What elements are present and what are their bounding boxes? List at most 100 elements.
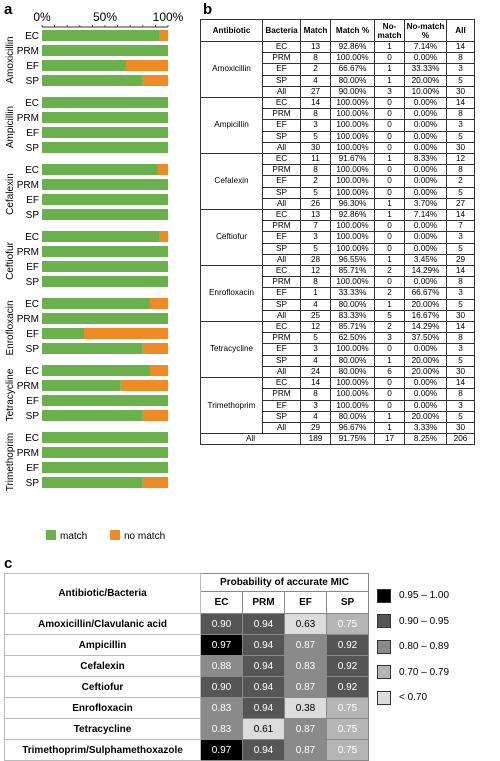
table-cell: EC: [262, 209, 301, 222]
table-cell: PRM: [262, 220, 301, 233]
table-cell: 96.67%: [330, 421, 375, 435]
table-cell: 5: [300, 186, 331, 199]
value-cell: 0.87: [284, 718, 327, 740]
legend-match-swatch: [46, 530, 56, 540]
table-cell: 8: [446, 276, 475, 289]
bar-no-match: [149, 365, 168, 376]
table-cell: EF: [262, 343, 301, 356]
panel-label-b: b: [203, 1, 213, 18]
table-cell: 0: [374, 141, 405, 155]
table-cell: 189: [300, 433, 331, 446]
table-cell: 3.70%: [404, 197, 447, 211]
table-cell: EF: [262, 63, 301, 76]
bar-label: EC: [25, 98, 39, 109]
table-cell: 3: [446, 119, 475, 132]
bar-label: SP: [26, 411, 40, 422]
value-cell: 0.83: [200, 718, 243, 740]
value-cell: 0.87: [284, 739, 327, 761]
value-cell: 0.75: [326, 739, 369, 761]
value-cell: 0.94: [242, 613, 285, 635]
table-row: PRM 8 100.00% 0 0.00% 8: [201, 52, 475, 65]
table-cell: 2: [300, 175, 331, 188]
table-cell: 1: [374, 74, 405, 87]
value-cell: 0.97: [200, 634, 243, 656]
antibiotic-label: Amoxicillin: [5, 36, 16, 83]
table-cell: 96.55%: [330, 253, 375, 267]
table-row: Tetracycline 0.83 0.61 0.87 0.75: [4, 718, 369, 740]
table-cell: 3: [374, 332, 405, 345]
table-cell: 3.45%: [404, 253, 447, 267]
legend-match-label: match: [60, 531, 87, 542]
table-cell: 0.00%: [404, 377, 447, 390]
table-cell: All: [262, 309, 301, 323]
column-header: SP: [326, 591, 369, 614]
table-cell: 1: [374, 298, 405, 311]
antibiotic-cell: Cefalexin: [200, 153, 263, 211]
table-cell: 14.29%: [404, 321, 447, 334]
table-cell: 91.67%: [330, 153, 375, 166]
bar-label: EC: [25, 366, 39, 377]
table-cell: PRM: [262, 52, 301, 65]
table-cell: 20.00%: [404, 410, 447, 423]
table-row: Cefalexin EC 11 91.67% 1 8.33% 12: [200, 153, 475, 211]
table-row: EF 1 33.33% 2 66.67% 3: [201, 287, 475, 300]
bar-label: SP: [26, 143, 40, 154]
table-cell: 100.00%: [330, 231, 375, 244]
table-cell: 10.00%: [404, 85, 447, 99]
table-cell: 100.00%: [330, 388, 375, 401]
table-row: Cefalexin 0.88 0.94 0.83 0.92: [4, 655, 369, 677]
bar-label: PRM: [17, 46, 39, 57]
column-header: EF: [284, 591, 327, 614]
table-cell: 2: [446, 175, 475, 188]
table-cell: 30: [446, 85, 475, 99]
table-b-header: All: [446, 19, 475, 42]
table-cell: 0.00%: [404, 141, 447, 155]
table-cell: 20.00%: [404, 365, 447, 379]
table-cell: SP: [262, 354, 301, 367]
table-cell: 0.00%: [404, 97, 447, 110]
table-cell: 30: [446, 309, 475, 323]
table-row: EF 3 100.00% 0 0.00% 3: [201, 231, 475, 244]
table-cell: 14: [300, 97, 331, 110]
table-cell: 100.00%: [330, 276, 375, 289]
table-cell: 20.00%: [404, 354, 447, 367]
x-tick-label: 0%: [33, 10, 51, 24]
table-cell: 8: [300, 52, 331, 65]
table-cell: 8: [446, 164, 475, 177]
bar-label: EF: [26, 61, 39, 72]
legend-label: 0.80 – 0.89: [399, 641, 450, 653]
table-cell: 30: [446, 141, 475, 155]
table-cell: EC: [262, 377, 301, 390]
table-cell: 80.00%: [330, 298, 375, 311]
legend-swatch: [377, 665, 391, 680]
table-cell: 4: [300, 410, 331, 423]
table-cell: 3: [446, 343, 475, 356]
table-cell: 0: [374, 97, 405, 110]
table-cell: EF: [262, 231, 301, 244]
row-name: Tetracycline: [4, 718, 201, 740]
bar-no-match: [142, 343, 168, 354]
table-cell: 7.14%: [404, 209, 447, 222]
legend-swatch: [377, 588, 391, 603]
value-cell: 0.90: [200, 676, 243, 698]
antibiotic-cell: Tetracycline: [200, 321, 263, 379]
legend-item: < 0.70: [377, 685, 449, 711]
table-cell: 0.00%: [404, 242, 447, 255]
table-row: Ampicillin EC 14 100.00% 0 0.00% 14: [200, 97, 475, 155]
table-cell: 100.00%: [330, 108, 375, 121]
bar-match: [42, 142, 168, 153]
total-row: All 189 91.75% 17 8.25% 206: [200, 433, 475, 446]
panel-label-a: a: [4, 1, 13, 18]
table-cell: All: [262, 85, 301, 99]
table-row: SP 4 80.00% 1 20.00% 5: [201, 410, 475, 423]
bar-match: [42, 313, 168, 324]
legend-item: 0.70 – 0.79: [377, 660, 449, 686]
table-cell: 206: [446, 433, 475, 446]
bar-label: EF: [26, 262, 39, 273]
value-cell: 0.92: [326, 634, 369, 656]
table-cell: 100.00%: [330, 141, 375, 155]
table-cell: PRM: [262, 388, 301, 401]
table-cell: 0.00%: [404, 388, 447, 401]
table-cell: 62.50%: [330, 332, 375, 345]
value-cell: 0.75: [326, 613, 369, 635]
